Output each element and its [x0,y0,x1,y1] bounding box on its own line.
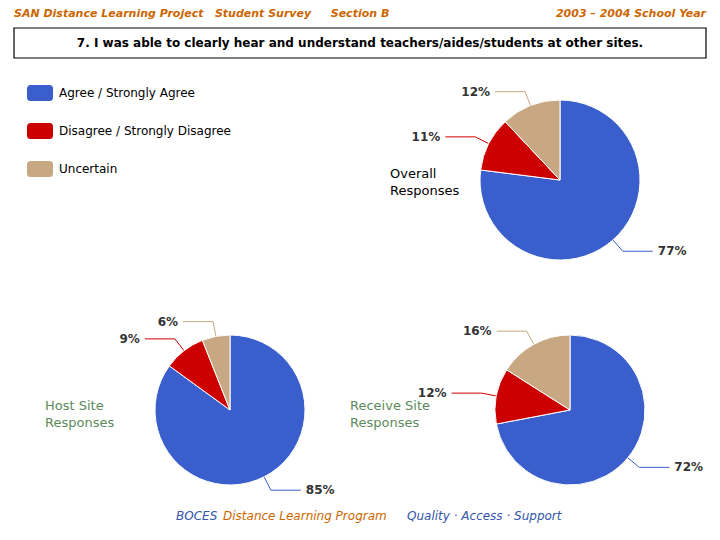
svg-text:Quality · Access · Support: Quality · Access · Support [407,509,563,523]
svg-text:Uncertain: Uncertain [59,162,117,176]
svg-text:Overall: Overall [390,166,436,181]
svg-text:2003 – 2004 School Year: 2003 – 2004 School Year [556,7,707,20]
svg-text:Responses: Responses [390,183,459,198]
svg-text:16%: 16% [463,324,492,338]
svg-text:Responses: Responses [350,415,419,430]
svg-text:85%: 85% [306,483,335,497]
svg-text:Responses: Responses [45,415,114,430]
svg-text:BOCES: BOCES [176,509,218,523]
svg-text:9%: 9% [119,332,139,346]
svg-text:Distance Learning Program: Distance Learning Program [223,509,387,523]
svg-text:72%: 72% [674,460,703,474]
svg-text:12%: 12% [417,386,447,401]
svg-text:77%: 77% [658,244,687,258]
svg-text:12%: 12% [461,85,490,99]
svg-text:6%: 6% [158,315,178,329]
svg-text:Receive Site: Receive Site [350,398,430,413]
svg-text:7. I was able to clearly hear: 7. I was able to clearly hear and unders… [77,36,643,50]
svg-text:Agree / Strongly Agree: Agree / Strongly Agree [59,86,195,100]
svg-text:Host Site: Host Site [45,398,104,413]
svg-text:11%: 11% [412,130,441,144]
svg-text:SAN Distance Learning Project: SAN Distance Learning Project Student Su… [14,7,312,20]
svg-text:Disagree / Strongly Disagree: Disagree / Strongly Disagree [59,124,231,138]
svg-text:Section B: Section B [331,7,390,20]
